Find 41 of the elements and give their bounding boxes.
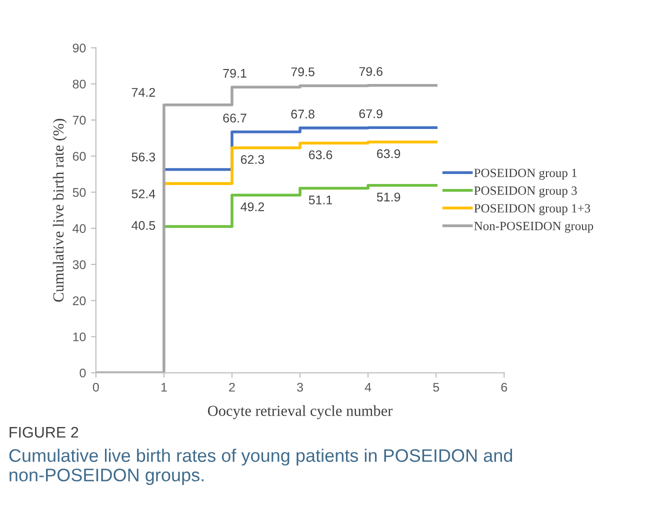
y-tick-label: 20 xyxy=(72,296,86,306)
data-label: 67.8 xyxy=(291,110,314,119)
data-label: 51.1 xyxy=(308,196,332,204)
data-label: 63.9 xyxy=(377,149,400,158)
y-tick-label: 60 xyxy=(72,152,86,161)
data-label: 63.6 xyxy=(308,150,332,160)
y-tick-label: 80 xyxy=(72,80,86,89)
data-label: 74.2 xyxy=(132,88,155,97)
data-label: 66.7 xyxy=(223,114,246,123)
data-label: 67.9 xyxy=(359,109,382,118)
data-label: 56.3 xyxy=(132,152,156,162)
data-label: 79.5 xyxy=(291,67,314,76)
x-tick-label: 5 xyxy=(433,382,440,392)
x-tick-label: 4 xyxy=(364,382,372,392)
y-tick-label: 50 xyxy=(72,188,86,197)
text: Cumulative live birth rates of young patients in POSEIDON and non-POSEIDON groups. xyxy=(9,448,512,485)
x-tick-label: 0 xyxy=(92,382,99,392)
y-tick-label: 10 xyxy=(73,332,86,342)
y-axis-title: Cumulative live birth rate (%) xyxy=(52,118,67,302)
data-label: 79.1 xyxy=(223,68,246,78)
x-axis-title: Oocyte retrieval cycle number xyxy=(208,405,393,420)
data-label: 79.6 xyxy=(359,67,382,76)
data-label: 51.9 xyxy=(376,192,400,202)
legend-label: POSEIDON group 3 xyxy=(474,186,577,198)
x-tick-label: 6 xyxy=(501,382,508,392)
x-tick-label: 1 xyxy=(161,382,167,392)
y-tick-label: 40 xyxy=(72,224,86,233)
legend-label: POSEIDON group 1 xyxy=(474,168,577,180)
y-tick-label: 0 xyxy=(80,368,86,378)
caption: FIGURE 2 xyxy=(10,426,78,438)
y-tick-label: 30 xyxy=(72,260,86,270)
data-label: 52.4 xyxy=(132,189,156,198)
x-tick-label: 3 xyxy=(297,382,303,392)
y-tick-label: 90 xyxy=(72,44,86,52)
legend-label: POSEIDON group 1+3 xyxy=(474,204,590,216)
data-label: 49.2 xyxy=(240,202,264,212)
data-label: 40.5 xyxy=(132,221,156,230)
data-label: 62.3 xyxy=(240,155,264,164)
y-tick-label: 70 xyxy=(72,116,86,125)
legend-label: Non-POSEIDON group xyxy=(474,222,594,233)
x-tick-label: 2 xyxy=(229,382,235,392)
